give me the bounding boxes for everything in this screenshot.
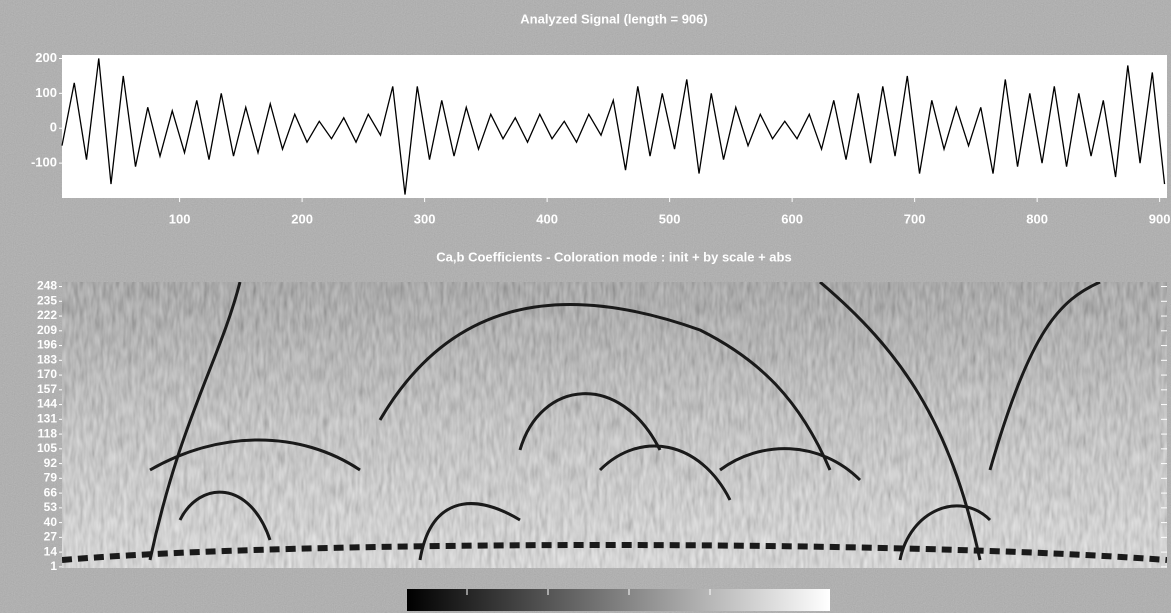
y-tick-label: 66 (44, 485, 58, 499)
x-tick-label: 400 (536, 211, 558, 226)
colorbar-ticks (466, 589, 711, 595)
y-tick-label: 196 (37, 338, 57, 352)
x-tick-label: 200 (291, 211, 313, 226)
y-tick-label: 170 (37, 367, 57, 381)
y-tick-label: 53 (44, 500, 58, 514)
y-tick-label: 1 (50, 559, 57, 573)
scalogram-image (62, 282, 1167, 568)
y-tick-label: 0 (50, 120, 57, 135)
x-tick-label: 300 (414, 211, 436, 226)
y-tick-label: 144 (37, 397, 57, 411)
y-tick-label: 92 (44, 456, 58, 470)
y-tick-label: 40 (44, 515, 58, 529)
y-tick-label: 222 (37, 308, 57, 322)
y-tick-label: 105 (37, 441, 57, 455)
colorbar (407, 589, 830, 611)
signal-title: Analyzed Signal (length = 906) (520, 11, 707, 26)
y-tick-label: 14 (44, 544, 58, 558)
signal-plot-area (62, 55, 1167, 198)
y-tick-label: 235 (37, 293, 57, 307)
y-tick-label: 131 (37, 411, 57, 425)
x-tick-label: 600 (781, 211, 803, 226)
x-tick-label: 100 (169, 211, 191, 226)
y-tick-label: 157 (37, 382, 57, 396)
x-tick-label: 900 (1149, 211, 1171, 226)
scalogram-title: Ca,b Coefficients - Coloration mode : in… (436, 249, 791, 264)
y-tick-label: 79 (44, 471, 58, 485)
y-tick-label: 118 (38, 426, 58, 440)
y-tick-label: -100 (31, 155, 57, 170)
y-tick-label: 27 (44, 530, 58, 544)
x-tick-label: 800 (1026, 211, 1048, 226)
signal-line (61, 58, 1166, 195)
y-tick-label: 209 (37, 323, 57, 337)
y-tick-label: 100 (35, 85, 57, 100)
x-tick-label: 500 (659, 211, 681, 226)
y-tick-label: 183 (37, 352, 57, 366)
y-tick-label: 248 (37, 279, 57, 293)
x-tick-label: 700 (904, 211, 926, 226)
y-tick-label: 200 (35, 50, 57, 65)
